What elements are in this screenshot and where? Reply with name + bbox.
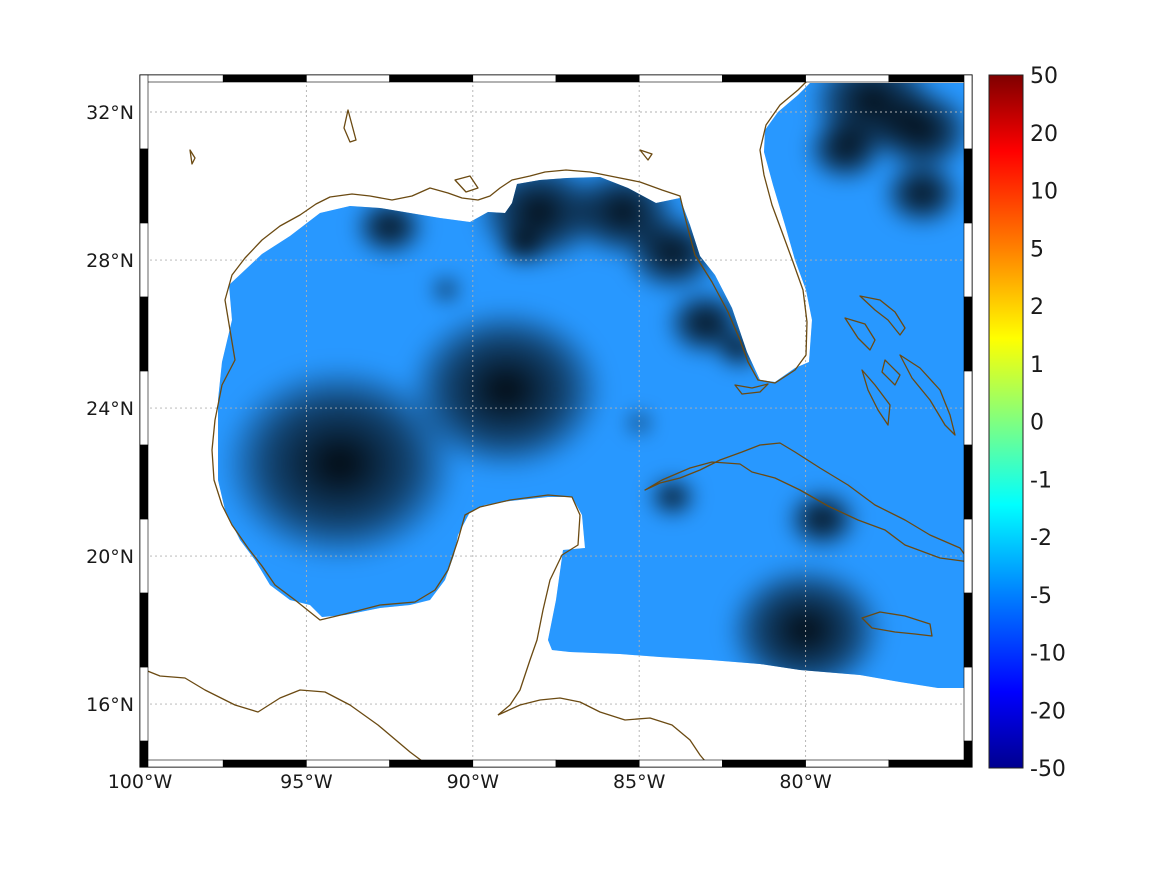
- colorbar-tick-7: -1: [1030, 468, 1052, 493]
- colorbar-tick-8: -2: [1030, 526, 1052, 551]
- field-anomaly-16: [406, 306, 606, 473]
- field-anomaly-5: [498, 225, 547, 266]
- colorbar-tick-10: -10: [1030, 642, 1066, 667]
- lat-tick-label-4: 16°N: [86, 694, 134, 716]
- lat-tick-label-1: 28°N: [86, 250, 134, 272]
- lat-tick-label-3: 20°N: [86, 546, 134, 568]
- colorbar-tick-0: 50: [1030, 64, 1058, 89]
- colorbar-tick-6: 0: [1030, 411, 1044, 436]
- field-anomaly-6: [353, 196, 426, 257]
- map-frame: [139, 74, 973, 768]
- field-anomaly-11: [882, 160, 963, 227]
- lon-tick-label-0: 100°W: [108, 771, 173, 793]
- lon-tick-label-4: 80°W: [779, 771, 832, 793]
- lat-tick-label-2: 24°N: [86, 398, 134, 420]
- field-anomaly-4: [715, 328, 764, 369]
- lon-tick-label-1: 95°W: [280, 771, 333, 793]
- colorbar-tick-1: 20: [1030, 122, 1058, 147]
- field-anomaly-10: [805, 115, 886, 183]
- colorbar-tick-3: 5: [1030, 237, 1044, 262]
- field-anomaly-9: [870, 87, 965, 174]
- colorbar-tick-9: -5: [1030, 584, 1052, 609]
- longitude-tick-labels: 100°W 95°W 90°W 85°W 80°W: [108, 771, 832, 793]
- field-anomaly-12: [648, 476, 697, 517]
- colorbar-tick-5: 1: [1030, 353, 1044, 378]
- field-anomaly-7: [432, 277, 461, 302]
- coastline: [140, 75, 971, 767]
- colorbar-tick-2: 10: [1030, 180, 1058, 205]
- colorbar-tick-11: -20: [1030, 699, 1066, 724]
- lat-tick-label-0: 32°N: [86, 102, 134, 124]
- lon-tick-label-2: 90°W: [447, 771, 500, 793]
- colorbar-tick-4: 2: [1030, 295, 1044, 320]
- lon-tick-label-3: 85°W: [613, 771, 666, 793]
- field-anomaly-14: [627, 412, 652, 433]
- colorbar-tick-12: -50: [1030, 757, 1066, 782]
- sea-level-field: [218, 83, 965, 688]
- colorbar-gradient: [989, 75, 1023, 768]
- latitude-tick-labels: 32°N 28°N 24°N 20°N 16°N: [86, 102, 134, 716]
- field-anomaly-15: [219, 363, 460, 564]
- field-anomaly-13: [786, 489, 859, 550]
